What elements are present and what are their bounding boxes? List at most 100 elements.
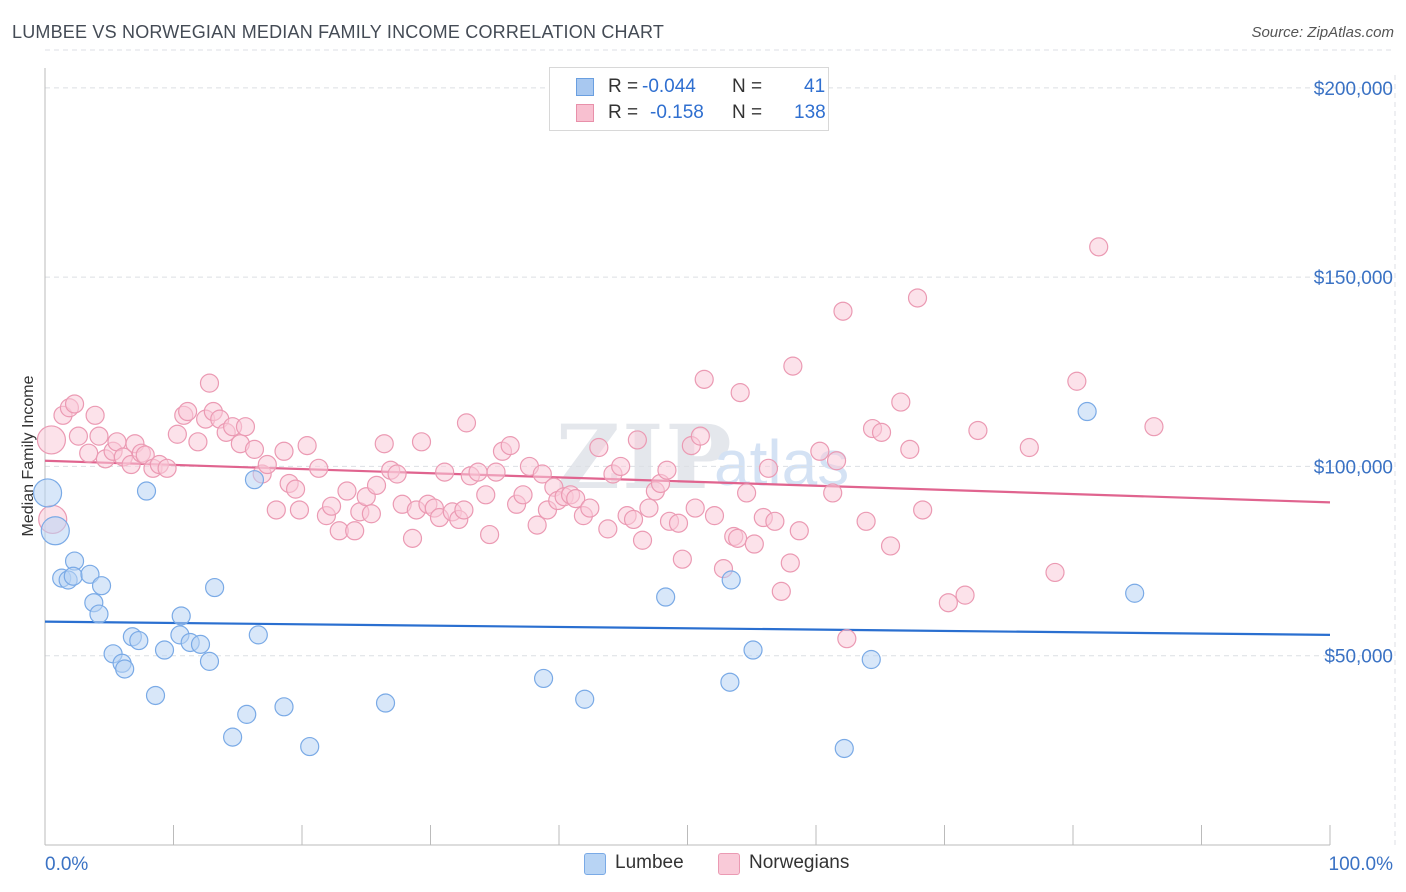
norwegian-point xyxy=(1045,562,1065,583)
norwegian-point xyxy=(771,581,791,601)
lumbee-point xyxy=(80,564,100,584)
chart-title: LUMBEE VS NORWEGIAN MEDIAN FAMILY INCOME… xyxy=(12,22,665,42)
norwegian-point xyxy=(480,524,500,545)
lumbee-point xyxy=(89,604,109,624)
norwegian-point xyxy=(730,383,750,403)
norwegian-point xyxy=(309,458,329,478)
trend-lines xyxy=(44,459,1331,636)
norwegian-point xyxy=(435,462,455,482)
x-tick-label: 0.0% xyxy=(45,854,88,875)
norwegian-point xyxy=(823,483,843,503)
y-tick-label: $100,000 xyxy=(1314,457,1393,478)
norwegian-point xyxy=(907,288,928,308)
bottom-legend-label-lumbee: Lumbee xyxy=(615,852,684,873)
lumbee-point xyxy=(129,630,149,651)
lumbee-point xyxy=(205,577,225,598)
norwegian-point xyxy=(690,426,710,446)
lumbee-point xyxy=(136,481,157,501)
norwegian-trend-line xyxy=(44,459,1331,504)
norwegian-point xyxy=(387,464,407,484)
norwegian-point xyxy=(744,534,764,554)
norwegian-point xyxy=(89,426,109,446)
lumbee-point xyxy=(720,672,740,692)
y-tick-label: $50,000 xyxy=(1324,647,1393,668)
norwegian-point xyxy=(500,436,520,456)
watermark-zip: ZIP xyxy=(556,405,734,509)
norwegian-point xyxy=(374,434,394,454)
norwegian-point xyxy=(880,536,901,556)
norwegian-point xyxy=(411,432,432,452)
legend-r-label: R = xyxy=(608,76,639,97)
lumbee-point xyxy=(375,693,396,713)
bottom-legend-label-norwegians: Norwegians xyxy=(749,852,850,873)
lumbee-point xyxy=(1125,583,1145,603)
chart-source: Source: ZipAtlas.com xyxy=(1251,24,1394,41)
legend-swatch-lumbee xyxy=(576,78,594,96)
norwegian-point xyxy=(765,511,785,531)
norwegian-point xyxy=(199,373,220,393)
norwegian-point xyxy=(345,521,365,541)
norwegian-point xyxy=(833,301,853,321)
norwegian-point xyxy=(913,500,933,520)
axes xyxy=(44,68,1331,846)
norwegian-point xyxy=(871,422,892,442)
norwegian-point xyxy=(274,441,294,461)
norwegian-point xyxy=(235,417,256,437)
lumbee-point xyxy=(656,587,676,607)
legend-n-label: N = xyxy=(732,102,763,123)
norwegian-point xyxy=(402,528,423,548)
lumbee-point xyxy=(300,736,320,757)
norwegian-point xyxy=(758,458,779,478)
lumbee-point xyxy=(861,649,881,670)
lumbee-point xyxy=(575,689,595,709)
norwegian-point xyxy=(668,513,689,533)
lumbee-point xyxy=(1077,401,1097,422)
correlation-legend: R = -0.044 N = 41 R = -0.158 N = 138 xyxy=(549,67,829,131)
legend-swatch-norwegians xyxy=(576,104,594,122)
norwegian-point xyxy=(64,394,85,414)
norwegian-point xyxy=(566,489,586,509)
norwegian-point xyxy=(1089,237,1109,257)
norwegian-point xyxy=(167,424,187,444)
norwegian-point xyxy=(826,451,847,471)
norwegian-point xyxy=(527,515,547,535)
norwegian-point xyxy=(513,485,533,505)
norwegian-point xyxy=(623,509,644,530)
lumbee-point xyxy=(40,516,70,546)
lumbee-trend-line xyxy=(44,620,1331,636)
norwegian-point xyxy=(589,437,609,458)
norwegian-point xyxy=(188,432,208,452)
norwegian-point xyxy=(476,485,496,505)
lumbee-point xyxy=(743,640,763,660)
norwegian-point xyxy=(85,405,105,425)
norwegian-point xyxy=(627,430,647,450)
norwegian-point xyxy=(79,443,99,463)
norwegian-point xyxy=(657,460,677,480)
lumbee-point xyxy=(223,727,243,747)
norwegian-point xyxy=(704,506,725,526)
norwegian-point xyxy=(900,439,920,459)
norwegian-point xyxy=(968,420,988,441)
lumbee-point xyxy=(154,640,175,660)
legend-n-value: 138 xyxy=(794,102,826,123)
norwegian-point xyxy=(694,369,714,389)
y-axis-label: Median Family Income xyxy=(20,375,37,536)
norwegian-point xyxy=(266,500,286,520)
lumbee-point xyxy=(32,478,63,508)
lumbee-point xyxy=(171,606,191,626)
lumbee-point xyxy=(834,738,854,759)
x-tick-label: 100.0% xyxy=(1329,854,1394,875)
norwegian-point xyxy=(737,483,757,503)
norwegian-point xyxy=(337,481,357,501)
lumbee-point xyxy=(63,566,83,586)
norwegian-point xyxy=(289,500,310,520)
lumbee-point xyxy=(248,625,268,645)
lumbee-point xyxy=(237,704,257,724)
norwegian-point xyxy=(783,356,803,376)
norwegian-point xyxy=(685,498,705,518)
y-tick-label: $150,000 xyxy=(1314,268,1393,289)
norwegian-point xyxy=(244,439,265,459)
norwegian-point xyxy=(837,629,857,649)
norwegian-point xyxy=(257,454,277,475)
